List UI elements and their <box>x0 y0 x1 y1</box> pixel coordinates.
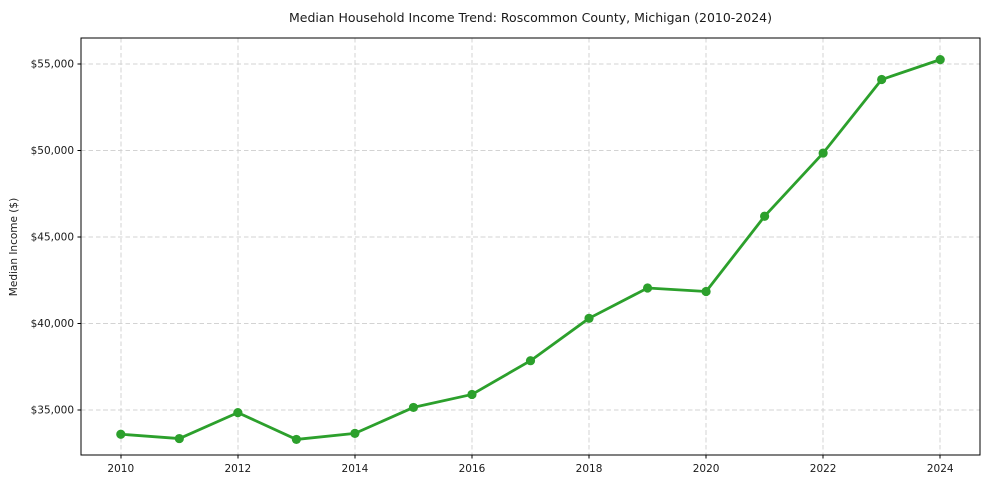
chart-title: Median Household Income Trend: Roscommon… <box>289 10 772 25</box>
y-tick-label: $45,000 <box>31 231 74 243</box>
data-point-2012 <box>233 408 243 418</box>
x-tick-label: 2012 <box>224 463 251 475</box>
x-tick-label: 2024 <box>927 463 954 475</box>
data-point-2014 <box>350 428 360 438</box>
x-tick-label: 2022 <box>810 463 837 475</box>
data-point-2019 <box>642 283 653 293</box>
data-point-2016 <box>467 389 477 400</box>
x-tick-label: 2018 <box>576 463 603 475</box>
x-tick-label: 2010 <box>107 463 134 475</box>
data-point-2022 <box>818 148 828 158</box>
data-point-2020 <box>701 286 711 297</box>
data-point-2023 <box>877 74 887 85</box>
x-tick-label: 2016 <box>459 463 486 475</box>
y-tick-label: $40,000 <box>31 318 74 330</box>
data-point-2021 <box>760 211 770 221</box>
y-axis-label: Median Income ($) <box>8 197 20 297</box>
data-point-2024 <box>935 55 945 65</box>
data-point-2010 <box>116 429 126 439</box>
y-tick-label: $35,000 <box>31 404 74 416</box>
x-tick-label: 2020 <box>693 463 720 475</box>
y-tick-label: $55,000 <box>31 58 74 70</box>
plot-border <box>80 37 981 456</box>
data-point-2017 <box>525 356 536 366</box>
x-tick-label: 2014 <box>342 463 369 475</box>
data-point-2018 <box>584 313 594 323</box>
y-tick-label: $50,000 <box>31 145 74 157</box>
data-point-2011 <box>174 433 184 444</box>
trend-line <box>119 58 942 441</box>
data-point-2015 <box>408 402 419 413</box>
data-point-2013 <box>291 434 301 445</box>
